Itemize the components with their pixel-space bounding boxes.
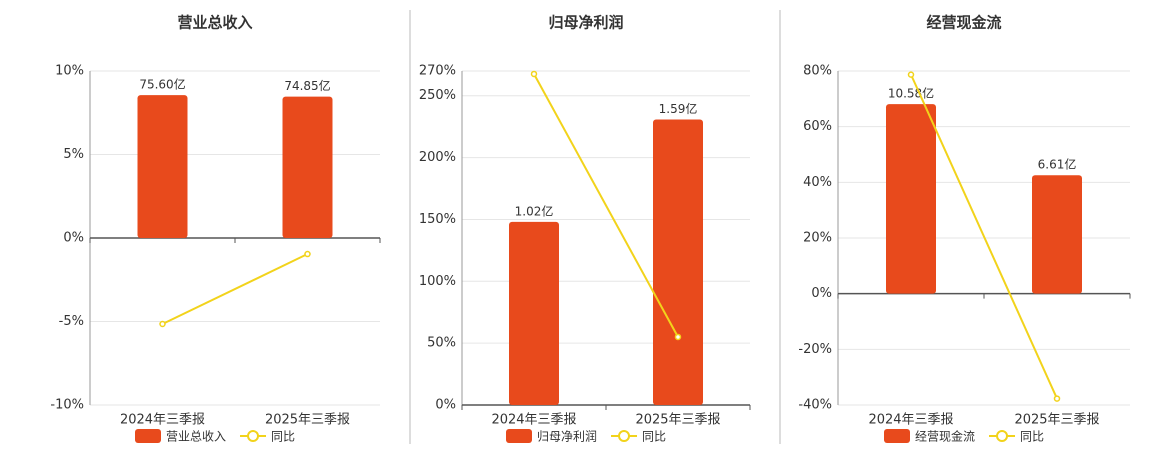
y-tick-label: -20% [798,342,832,357]
data-label: 74.85亿 [284,78,330,93]
legend-swatch [884,429,910,443]
legend-swatch [135,429,161,443]
line-point [674,333,682,341]
data-label: 6.61亿 [1038,157,1077,172]
y-tick-label: 60% [803,119,832,134]
chart-title: 归母净利润 [548,14,623,32]
data-label: 10.58亿 [888,86,934,101]
bar [886,104,936,294]
legend-label: 归母净利润 [537,430,597,444]
y-tick-label: 0% [63,231,84,246]
y-tick-label: 150% [419,212,456,227]
legend-label: 同比 [1020,430,1044,444]
legend-swatch [247,430,260,442]
y-tick-label: 270% [419,64,456,79]
legend-label: 经营现金流 [915,429,975,444]
bar [509,221,559,405]
line-point [907,71,915,78]
bar [282,96,333,239]
data-label: 75.60亿 [139,77,185,92]
legend-swatch [506,429,532,443]
y-tick-label: -40% [798,398,832,413]
y-tick-label: 20% [803,231,832,246]
y-tick-label: 50% [427,336,456,351]
y-tick-label: 200% [419,150,456,165]
data-label: 1.59亿 [659,101,698,116]
y-tick-label: 0% [435,398,456,413]
y-tick-label: 0% [811,286,832,301]
line [162,253,308,325]
y-tick-label: 5% [63,147,84,162]
legend-label: 同比 [271,430,295,444]
legend-swatch [618,430,631,442]
x-tick-label: 2025年三季报 [635,413,720,428]
y-tick-label: 10% [55,64,84,79]
line-point [530,70,538,78]
x-tick-label: 2024年三季报 [868,413,953,428]
line-point [159,320,166,328]
x-tick-label: 2025年三季报 [265,413,350,428]
y-tick-label: 100% [419,274,456,289]
y-tick-label: 80% [803,64,832,79]
legend-label: 营业总收入 [166,430,226,444]
legend-swatch [996,430,1009,442]
legend-label: 同比 [642,430,666,444]
y-tick-label: 250% [419,88,456,103]
line [533,73,679,338]
line-point [304,250,311,258]
line [910,74,1058,400]
y-tick-label: 40% [803,175,832,190]
bar [1032,175,1082,294]
chart-title: 经营现金流 [926,14,1001,32]
y-tick-label: -5% [59,314,84,329]
x-tick-label: 2025年三季报 [1014,413,1099,428]
bar [137,95,188,238]
line-point [1053,395,1061,402]
y-tick-label: -10% [50,398,84,413]
data-label: 1.02亿 [515,203,554,218]
x-tick-label: 2024年三季报 [120,413,205,428]
chart-title: 营业总收入 [177,14,252,32]
bar [653,119,703,405]
x-tick-label: 2024年三季报 [491,413,576,428]
